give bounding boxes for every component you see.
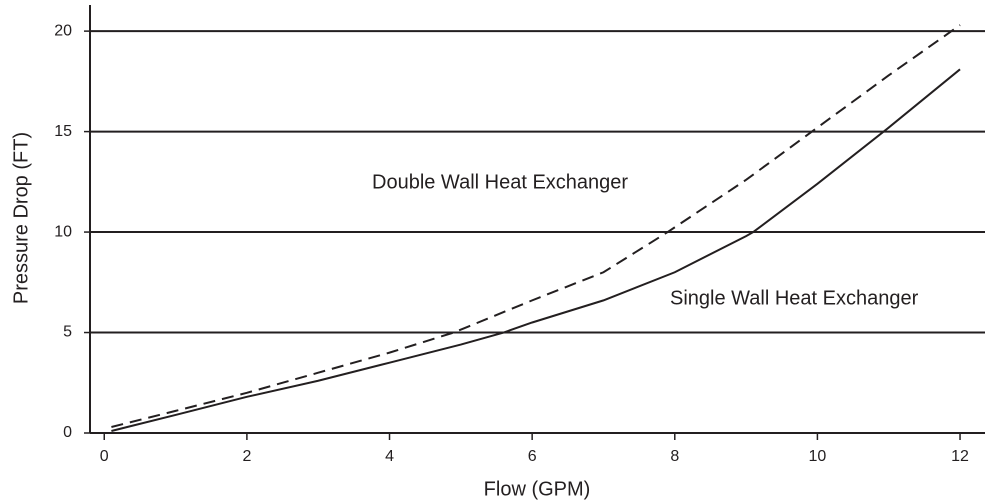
x-axis-label: Flow (GPM) xyxy=(484,478,591,500)
x-tick-label: 8 xyxy=(670,448,679,465)
y-tick-label: 20 xyxy=(54,22,72,39)
y-tick-label: 5 xyxy=(63,324,72,341)
x-tick-label: 10 xyxy=(809,448,827,465)
series-line xyxy=(111,24,961,428)
x-tick-label: 4 xyxy=(385,448,394,465)
y-tick-label: 10 xyxy=(54,223,72,240)
series-line xyxy=(111,68,961,432)
x-tick-label: 2 xyxy=(242,448,251,465)
x-tick-label: 12 xyxy=(951,448,969,465)
annotation: Double Wall Heat Exchanger xyxy=(372,171,628,193)
annotation: Single Wall Heat Exchanger xyxy=(670,287,919,309)
y-tick-label: 15 xyxy=(54,123,72,140)
x-tick-label: 6 xyxy=(528,448,537,465)
x-tick-label: 0 xyxy=(100,448,109,465)
y-tick-label: 0 xyxy=(63,424,72,441)
y-axis-label: Pressure Drop (FT) xyxy=(10,132,32,304)
